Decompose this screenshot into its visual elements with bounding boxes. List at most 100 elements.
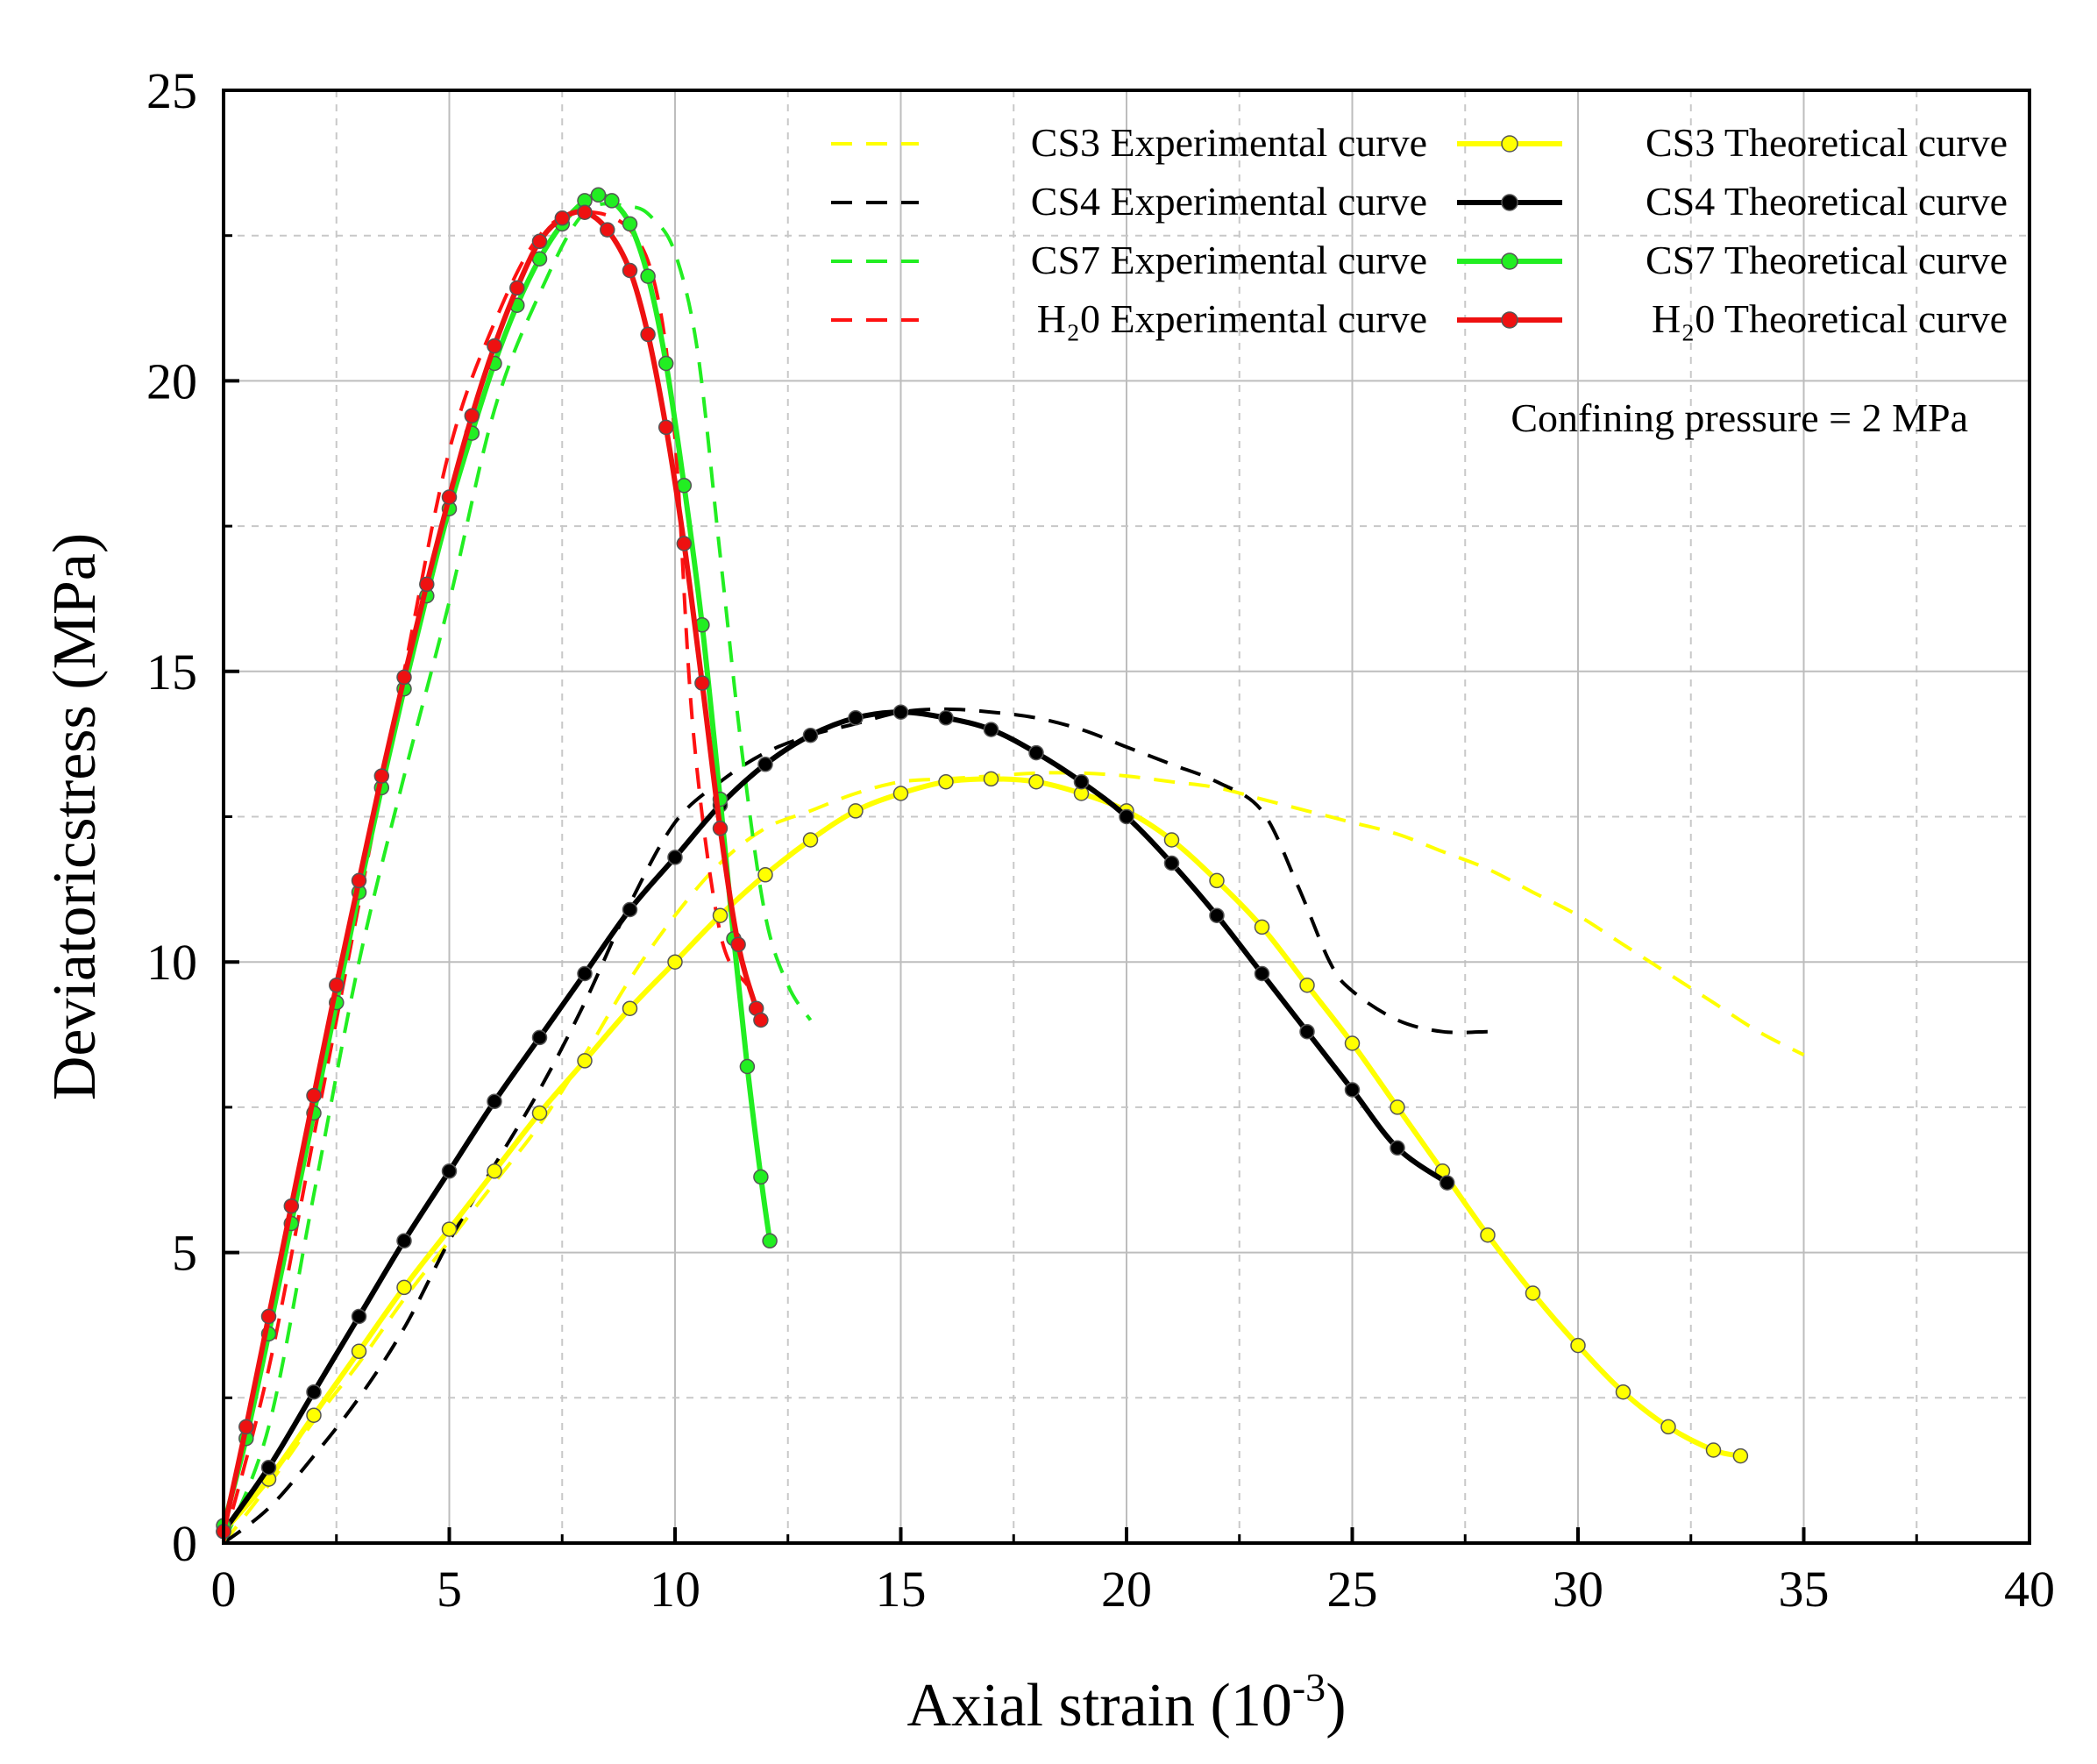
series-point-cs3-theoretical-curve bbox=[712, 907, 729, 923]
series-point-cs3-theoretical-curve bbox=[1299, 977, 1315, 993]
series-h20-theoretical-curve bbox=[216, 204, 769, 1540]
series-line-cs4-experimental-curve bbox=[222, 707, 1489, 1545]
legend-label-theoretical: H₂0 Theoretical curve bbox=[1652, 296, 2008, 341]
series-point-cs4-theoretical-curve bbox=[983, 722, 999, 737]
series-point-cs7-theoretical-curve bbox=[739, 1058, 756, 1075]
series-line-cs7-experimental-curve bbox=[222, 202, 813, 1544]
series-point-cs4-theoretical-curve bbox=[802, 727, 819, 743]
series-point-cs3-theoretical-curve bbox=[1732, 1447, 1749, 1464]
series-point-cs4-theoretical-curve bbox=[1209, 907, 1225, 923]
series-point-cs7-theoretical-curve bbox=[676, 477, 693, 494]
series-point-h20-theoretical-curve bbox=[712, 821, 729, 836]
series-point-cs3-theoretical-curve bbox=[622, 1000, 638, 1016]
series-point-cs3-theoretical-curve bbox=[351, 1343, 367, 1360]
legend-label-theoretical: CS7 Theoretical curve bbox=[1646, 238, 2008, 282]
legend-label-theoretical: CS3 Theoretical curve bbox=[1646, 120, 2008, 165]
series-point-h20-theoretical-curve bbox=[329, 977, 345, 993]
series-cs7-theoretical-curve bbox=[216, 187, 778, 1533]
x-tick-label: 10 bbox=[650, 1561, 700, 1618]
series-point-cs4-theoretical-curve bbox=[622, 901, 638, 918]
legend-marker-theoretical bbox=[1501, 135, 1518, 153]
series-point-h20-theoretical-curve bbox=[464, 408, 480, 423]
series-point-cs4-theoretical-curve bbox=[1439, 1175, 1455, 1191]
legend-marker-theoretical bbox=[1501, 253, 1518, 270]
tick-labels: 0 5 10 15 20 25 30 35 40 0 5 10 15 20 25 bbox=[146, 62, 2055, 1618]
series-point-cs3-theoretical-curve bbox=[1028, 773, 1044, 790]
series-point-cs3-theoretical-curve bbox=[1570, 1337, 1586, 1354]
grid-lines bbox=[224, 90, 2029, 1543]
series-point-h20-theoretical-curve bbox=[640, 326, 656, 343]
series-point-cs4-theoretical-curve bbox=[306, 1383, 322, 1400]
series-point-h20-theoretical-curve bbox=[351, 872, 367, 889]
legend-marker-theoretical bbox=[1501, 194, 1518, 211]
series-point-cs7-theoretical-curve bbox=[658, 355, 674, 372]
series-point-cs3-theoretical-curve bbox=[1615, 1383, 1631, 1400]
series-point-cs3-theoretical-curve bbox=[1705, 1442, 1722, 1458]
y-tick-label: 25 bbox=[146, 62, 197, 119]
series-point-h20-theoretical-curve bbox=[487, 338, 502, 354]
series-point-h20-theoretical-curve bbox=[676, 536, 693, 551]
series-point-cs4-theoretical-curve bbox=[892, 704, 909, 720]
series-point-cs7-theoretical-curve bbox=[753, 1169, 769, 1185]
series-point-cs3-theoretical-curve bbox=[757, 867, 773, 883]
series-point-cs4-theoretical-curve bbox=[441, 1163, 458, 1179]
series-point-cs3-theoretical-curve bbox=[802, 832, 819, 848]
series-cs4-experimental-curve bbox=[222, 707, 1489, 1545]
series-point-h20-theoretical-curve bbox=[577, 204, 593, 220]
series-point-cs3-theoretical-curve bbox=[306, 1407, 322, 1423]
series-point-cs3-theoretical-curve bbox=[1344, 1035, 1361, 1051]
series-point-cs4-theoretical-curve bbox=[487, 1093, 502, 1110]
series-point-h20-theoretical-curve bbox=[509, 280, 525, 296]
series-point-h20-theoretical-curve bbox=[260, 1308, 277, 1325]
series-point-cs3-theoretical-curve bbox=[938, 773, 954, 790]
legend-label-experimental: CS3 Experimental curve bbox=[1031, 120, 1427, 165]
series-point-h20-theoretical-curve bbox=[622, 262, 638, 279]
y-tick-label: 15 bbox=[146, 644, 197, 701]
series-point-cs4-theoretical-curve bbox=[667, 850, 683, 865]
series-point-cs3-theoretical-curve bbox=[1254, 919, 1270, 935]
series-point-cs4-theoretical-curve bbox=[848, 710, 864, 726]
series-h20-experimental-curve bbox=[222, 210, 750, 1544]
series-point-cs4-theoretical-curve bbox=[1119, 808, 1134, 825]
x-axis-title-close: ) bbox=[1326, 1672, 1346, 1739]
series-point-cs3-theoretical-curve bbox=[1480, 1227, 1496, 1243]
legend: CS3 Experimental curve CS4 Experimental c… bbox=[831, 120, 2008, 341]
x-tick-label: 35 bbox=[1779, 1561, 1830, 1618]
legend-label-experimental: CS4 Experimental curve bbox=[1031, 179, 1427, 224]
series-point-h20-theoretical-curve bbox=[730, 936, 746, 953]
series-point-cs7-theoretical-curve bbox=[590, 187, 607, 203]
x-tick-label: 5 bbox=[437, 1561, 462, 1618]
series-point-h20-theoretical-curve bbox=[600, 222, 615, 238]
series-point-cs3-theoretical-curve bbox=[1163, 832, 1180, 848]
series-point-cs4-theoretical-curve bbox=[1163, 855, 1180, 871]
series-point-cs7-theoretical-curve bbox=[604, 193, 620, 209]
legend-label-theoretical: CS4 Theoretical curve bbox=[1646, 179, 2008, 224]
series-point-cs3-theoretical-curve bbox=[396, 1279, 412, 1296]
series-cs3-theoretical-curve bbox=[216, 771, 1749, 1540]
series-point-h20-theoretical-curve bbox=[306, 1087, 322, 1104]
series-point-cs7-theoretical-curve bbox=[622, 216, 638, 232]
series-point-cs4-theoretical-curve bbox=[1073, 773, 1090, 790]
series-point-h20-theoretical-curve bbox=[694, 675, 710, 691]
series-point-cs4-theoretical-curve bbox=[531, 1029, 548, 1046]
x-tick-label: 25 bbox=[1327, 1561, 1378, 1618]
series-point-cs3-theoretical-curve bbox=[441, 1221, 458, 1237]
x-tick-label: 40 bbox=[2004, 1561, 2055, 1618]
series-point-cs3-theoretical-curve bbox=[983, 771, 999, 787]
series-point-cs4-theoretical-curve bbox=[938, 710, 954, 726]
series-point-cs4-theoretical-curve bbox=[1254, 965, 1270, 982]
series-layer bbox=[216, 187, 1805, 1545]
x-axis-title-exponent: -3 bbox=[1292, 1665, 1326, 1710]
series-point-h20-theoretical-curve bbox=[658, 419, 674, 436]
series-cs7-experimental-curve bbox=[222, 202, 813, 1544]
series-point-cs4-theoretical-curve bbox=[1344, 1082, 1361, 1098]
series-line-h20-experimental-curve bbox=[222, 210, 750, 1544]
series-point-cs4-theoretical-curve bbox=[351, 1308, 367, 1325]
series-point-cs4-theoretical-curve bbox=[260, 1460, 277, 1476]
series-point-cs4-theoretical-curve bbox=[1028, 744, 1044, 761]
series-point-cs7-theoretical-curve bbox=[762, 1233, 778, 1249]
series-point-h20-theoretical-curve bbox=[753, 1012, 769, 1028]
x-tick-label: 30 bbox=[1553, 1561, 1603, 1618]
series-point-cs3-theoretical-curve bbox=[1390, 1099, 1405, 1115]
